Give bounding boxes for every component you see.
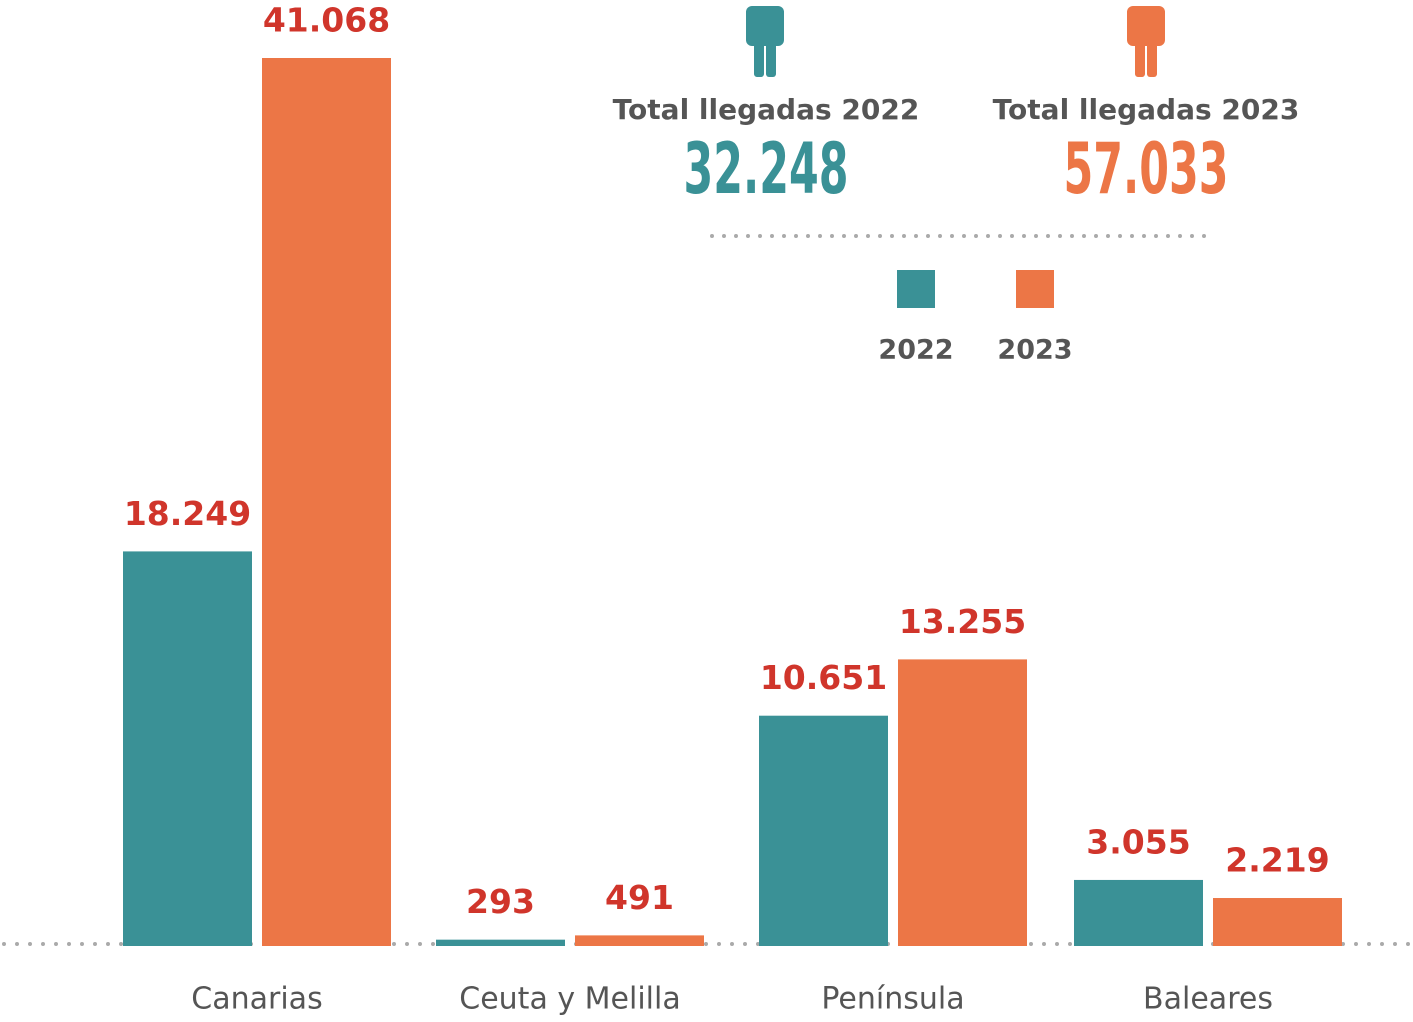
- value-label: 13.255: [899, 602, 1026, 641]
- legend-swatch: [1016, 270, 1054, 308]
- person-icon: [1127, 6, 1165, 77]
- value-label: 41.068: [263, 1, 390, 40]
- value-label: 2.219: [1225, 841, 1329, 880]
- person-icon: [746, 6, 784, 77]
- value-label: 293: [466, 882, 535, 921]
- legend-label: 2022: [878, 335, 953, 366]
- bar: [1213, 898, 1342, 946]
- value-label: 10.651: [760, 658, 887, 697]
- x-tick-label: Canarias: [191, 982, 322, 1017]
- bar: [436, 939, 565, 946]
- total-label: Total llegadas 2023: [993, 93, 1300, 126]
- bar: [123, 551, 252, 946]
- total-value: 32.248: [684, 128, 849, 210]
- legend-label: 2023: [997, 335, 1072, 366]
- bar: [898, 659, 1027, 946]
- value-label: 3.055: [1086, 822, 1190, 861]
- bar: [575, 935, 704, 946]
- bar: [759, 715, 888, 946]
- x-tick-label: Ceuta y Melilla: [459, 982, 680, 1017]
- bar: [262, 58, 391, 946]
- total-value: 57.033: [1064, 128, 1229, 210]
- x-tick-label: Baleares: [1143, 982, 1273, 1017]
- legend-swatch: [897, 270, 935, 308]
- value-label: 491: [605, 878, 674, 917]
- value-label: 18.249: [124, 494, 251, 533]
- total-label: Total llegadas 2022: [613, 93, 920, 126]
- bar: [1074, 879, 1203, 946]
- x-tick-label: Península: [821, 982, 964, 1017]
